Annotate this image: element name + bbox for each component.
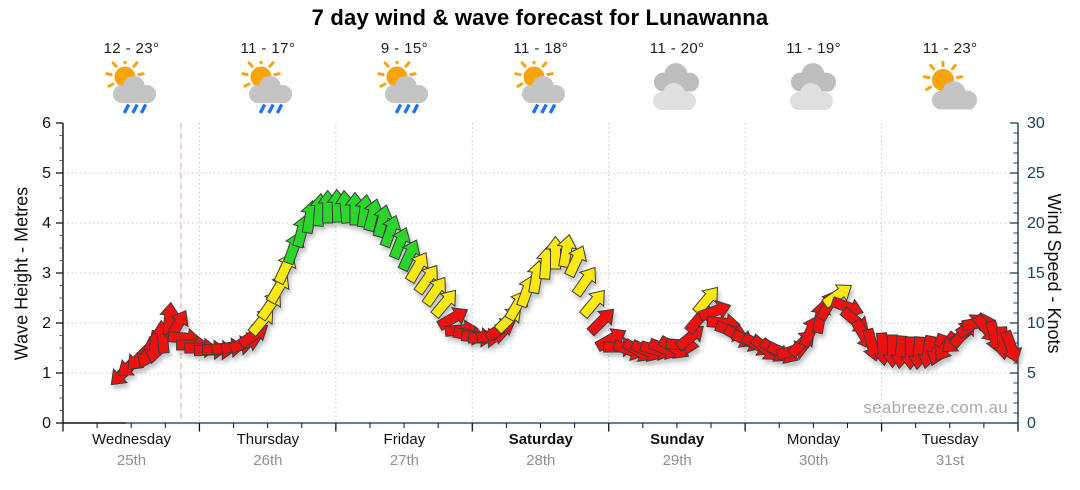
wind-arrow [578,289,605,320]
left-tick-label: 2 [42,315,51,332]
right-tick-label: 30 [1027,115,1045,132]
day-date: 26th [253,452,283,469]
day-date: 30th [798,452,829,469]
weather-icon [199,57,336,117]
right-axis: 0 5 10 15 20 25 30 [1010,115,1045,432]
weather-icon [63,57,200,117]
day-name: Friday [383,431,426,448]
weather-icon [882,59,1019,117]
temp-range: 11 - 18° [513,40,569,57]
day-label-tuesday: Tuesday 31st [882,431,1019,469]
day-header-friday: 9 - 15° [336,40,473,117]
right-tick-label: 20 [1027,215,1045,232]
day-header-wednesday: 12 - 23° [63,40,200,117]
weather-icon [745,61,882,117]
sun-cloud-rain-icon [104,57,156,114]
weather-icon [472,57,609,117]
temp-range: 9 - 15° [380,40,428,57]
sun-cloud-rain-icon [241,57,292,114]
day-name: Tuesday [921,431,979,448]
wind-arrow [594,328,627,353]
sun-cloud-rain-icon [377,57,429,114]
wind-arrow [363,198,384,233]
sun-cloud-rain-icon [514,57,565,114]
day-name: Sunday [650,431,705,448]
wind-arrow [397,239,421,273]
left-tick-label: 6 [42,115,51,132]
left-axis: 0 1 2 3 4 5 6 [42,115,64,432]
day-name: Wednesday [92,431,171,448]
wind-arrow [697,299,732,322]
wind-arrow [379,214,402,249]
day-name: Saturday [508,431,573,448]
sun-cloud-icon [922,59,978,110]
wind-arrows-series [110,188,1023,386]
day-label-sunday: Sunday 29th [609,431,746,469]
bottom-axis [62,422,1019,432]
day-header-sunday: 11 - 20° [609,40,746,117]
temp-range: 11 - 17° [240,40,296,57]
wind-arrow [564,245,588,279]
day-label-wednesday: Wednesday 25th [63,431,200,469]
right-tick-label: 25 [1027,165,1045,182]
day-header-thursday: 11 - 17° [199,40,336,117]
temp-range: 11 - 19° [786,40,841,57]
left-tick-label: 3 [42,265,51,282]
left-tick-label: 4 [42,215,51,232]
right-tick-label: 5 [1027,365,1036,382]
day-name: Monday [786,431,841,448]
day-date: 27th [389,452,419,469]
day-date: 28th [526,452,556,469]
day-label-friday: Friday 27th [336,431,473,469]
temp-range: 11 - 20° [649,40,705,57]
weather-icon [336,57,473,117]
wind-arrow [1000,329,1023,364]
left-tick-label: 1 [42,365,51,382]
right-tick-label: 15 [1027,265,1045,282]
cloudy-icon [653,63,700,110]
day-date: 29th [662,452,692,469]
right-tick-label: 0 [1027,415,1036,432]
right-axis-title: Wind Speed - Knots [1044,193,1064,354]
right-tick-label: 10 [1027,315,1045,332]
day-header-saturday: 11 - 18° [472,40,609,117]
temp-range: 12 - 23° [103,40,160,57]
wind-arrow [586,308,615,337]
wind-arrow [413,264,438,296]
temp-range: 11 - 23° [922,40,978,57]
day-header-monday: 11 - 19° [745,40,882,117]
page-title: 7 day wind & wave forecast for Lunawanna [311,5,769,30]
wind-arrow [430,289,457,320]
day-date: 25th [116,452,147,469]
day-date: 31st [935,452,965,469]
cloudy-icon [789,63,836,110]
left-tick-label: 0 [42,415,51,432]
wind-arrow [404,251,429,285]
weather-icon [609,61,746,117]
wind-arrow [421,276,447,308]
wind-arrow [571,266,597,298]
watermark: seabreeze.com.au [863,398,1008,417]
day-label-thursday: Thursday 26th [199,431,336,469]
wind-arrow [388,226,412,261]
left-tick-label: 5 [42,165,51,182]
day-name: Thursday [236,431,300,448]
day-header-tuesday: 11 - 23° [882,40,1019,117]
day-label-monday: Monday 30th [745,431,882,469]
left-axis-title: Wave Height - Metres [11,186,32,361]
day-label-saturday: Saturday 28th [472,431,609,469]
